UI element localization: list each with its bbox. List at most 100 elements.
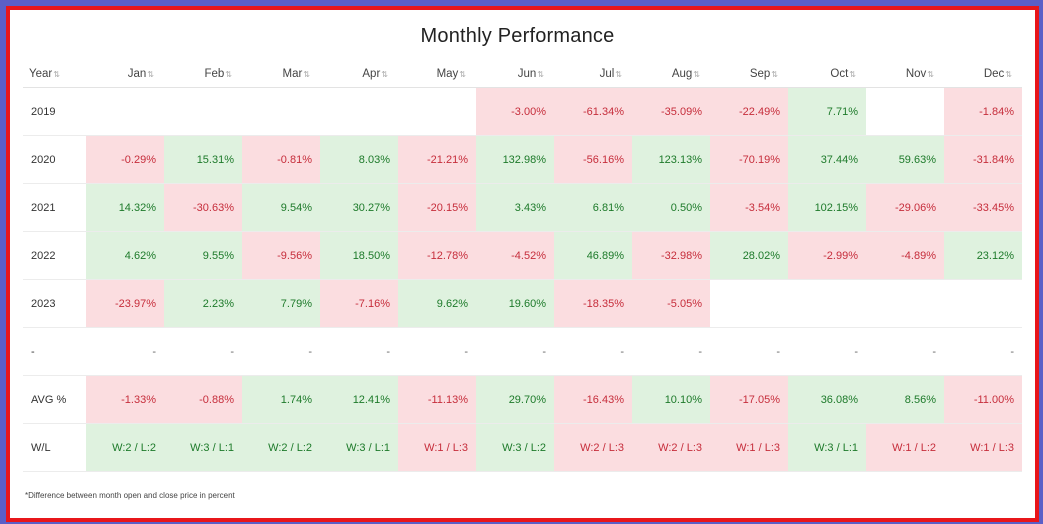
row-label: W/L bbox=[23, 423, 86, 472]
table-cell: -2.99% bbox=[788, 231, 866, 280]
column-header-label: Jun bbox=[517, 68, 537, 80]
sort-icon[interactable]: ⇅ bbox=[537, 70, 544, 79]
sort-icon[interactable]: ⇅ bbox=[459, 70, 466, 79]
row-label: 2019 bbox=[23, 87, 86, 136]
row-label: 2023 bbox=[23, 279, 86, 328]
column-header-nov[interactable]: Nov⇅ bbox=[866, 61, 944, 88]
table-cell: W:2 / L:3 bbox=[632, 423, 710, 472]
table-cell: 4.62% bbox=[86, 231, 164, 280]
sort-icon[interactable]: ⇅ bbox=[225, 70, 232, 79]
table-cell: 36.08% bbox=[788, 375, 866, 424]
column-header-apr[interactable]: Apr⇅ bbox=[320, 61, 398, 88]
table-cell: -70.19% bbox=[710, 135, 788, 184]
table-cell: W:3 / L:2 bbox=[476, 423, 554, 472]
sort-icon[interactable]: ⇅ bbox=[53, 70, 60, 79]
table-cell: -0.29% bbox=[86, 135, 164, 184]
column-header-sep[interactable]: Sep⇅ bbox=[710, 61, 788, 88]
table-row: 2022 4.62% 9.55% -9.56% 18.50% -12.78% -4.52% 4… bbox=[23, 231, 1022, 280]
table-cell: - bbox=[944, 327, 1022, 376]
row-label: 2020 bbox=[23, 135, 86, 184]
table-cell: 19.60% bbox=[476, 279, 554, 328]
table-cell: W:2 / L:3 bbox=[554, 423, 632, 472]
table-cell: -16.43% bbox=[554, 375, 632, 424]
table-cell: -5.05% bbox=[632, 279, 710, 328]
table-cell: -22.49% bbox=[710, 87, 788, 136]
table-cell: 46.89% bbox=[554, 231, 632, 280]
table-cell bbox=[242, 87, 320, 136]
table-cell: 8.03% bbox=[320, 135, 398, 184]
column-header-label: Sep bbox=[749, 68, 771, 80]
sort-icon[interactable]: ⇅ bbox=[147, 70, 154, 79]
sort-icon[interactable]: ⇅ bbox=[303, 70, 310, 79]
sort-icon[interactable]: ⇅ bbox=[381, 70, 388, 79]
table-cell: -1.84% bbox=[944, 87, 1022, 136]
table-cell: -35.09% bbox=[632, 87, 710, 136]
table-cell: 30.27% bbox=[320, 183, 398, 232]
column-header-jul[interactable]: Jul⇅ bbox=[554, 61, 632, 88]
column-header-label: Oct bbox=[830, 68, 849, 80]
table-cell: - bbox=[710, 327, 788, 376]
table-cell: -31.84% bbox=[944, 135, 1022, 184]
column-header-label: Aug bbox=[671, 68, 693, 80]
table-cell bbox=[86, 87, 164, 136]
table-cell: W:1 / L:3 bbox=[398, 423, 476, 472]
column-header-label: May bbox=[436, 68, 459, 80]
sort-icon[interactable]: ⇅ bbox=[615, 70, 622, 79]
table-cell: -1.33% bbox=[86, 375, 164, 424]
table-cell bbox=[164, 87, 242, 136]
column-header-aug[interactable]: Aug⇅ bbox=[632, 61, 710, 88]
row-label: 2022 bbox=[23, 231, 86, 280]
table-cell: 37.44% bbox=[788, 135, 866, 184]
table-cell: -4.52% bbox=[476, 231, 554, 280]
table-cell: - bbox=[320, 327, 398, 376]
table-cell: - bbox=[554, 327, 632, 376]
column-header-label: Apr bbox=[362, 68, 381, 80]
table-cell: -7.16% bbox=[320, 279, 398, 328]
table-cell: 10.10% bbox=[632, 375, 710, 424]
sort-icon[interactable]: ⇅ bbox=[693, 70, 700, 79]
table-cell: -30.63% bbox=[164, 183, 242, 232]
table-cell bbox=[944, 279, 1022, 328]
sort-icon[interactable]: ⇅ bbox=[771, 70, 778, 79]
column-header-mar[interactable]: Mar⇅ bbox=[242, 61, 320, 88]
column-header-oct[interactable]: Oct⇅ bbox=[788, 61, 866, 88]
table-cell: - bbox=[86, 327, 164, 376]
table-cell: W:3 / L:1 bbox=[164, 423, 242, 472]
column-header-label: Mar bbox=[282, 68, 303, 80]
table-cell: - bbox=[866, 327, 944, 376]
table-cell: 59.63% bbox=[866, 135, 944, 184]
table-cell: 2.23% bbox=[164, 279, 242, 328]
table-cell: 14.32% bbox=[86, 183, 164, 232]
column-header-dec[interactable]: Dec⇅ bbox=[944, 61, 1022, 88]
table-cell: 28.02% bbox=[710, 231, 788, 280]
sort-icon[interactable]: ⇅ bbox=[1005, 70, 1012, 79]
table-cell: -33.45% bbox=[944, 183, 1022, 232]
table-cell: -3.00% bbox=[476, 87, 554, 136]
table-row: 2023 -23.97% 2.23% 7.79% -7.16% 9.62% 19.60% -1… bbox=[23, 279, 1022, 328]
table-cell: 23.12% bbox=[944, 231, 1022, 280]
sort-icon[interactable]: ⇅ bbox=[849, 70, 856, 79]
sort-icon[interactable]: ⇅ bbox=[927, 70, 934, 79]
table-cell: -18.35% bbox=[554, 279, 632, 328]
table-cell: -56.16% bbox=[554, 135, 632, 184]
column-header-label: Nov bbox=[905, 68, 927, 80]
column-header-may[interactable]: May⇅ bbox=[398, 61, 476, 88]
table-cell: W:3 / L:1 bbox=[788, 423, 866, 472]
table-cell: 1.74% bbox=[242, 375, 320, 424]
table-cell: -0.81% bbox=[242, 135, 320, 184]
column-header-jan[interactable]: Jan⇅ bbox=[86, 61, 164, 88]
table-cell: W:1 / L:3 bbox=[944, 423, 1022, 472]
column-header-jun[interactable]: Jun⇅ bbox=[476, 61, 554, 88]
column-header-feb[interactable]: Feb⇅ bbox=[164, 61, 242, 88]
table-cell: 102.15% bbox=[788, 183, 866, 232]
table-cell: -11.00% bbox=[944, 375, 1022, 424]
table-row: 2020 -0.29% 15.31% -0.81% 8.03% -21.21% 132.98… bbox=[23, 135, 1022, 184]
column-header-label: Jan bbox=[127, 68, 147, 80]
column-header-year[interactable]: Year⇅ bbox=[23, 61, 86, 88]
table-cell: W:2 / L:2 bbox=[86, 423, 164, 472]
table-cell bbox=[866, 279, 944, 328]
table-cell: -9.56% bbox=[242, 231, 320, 280]
table-cell: W:3 / L:1 bbox=[320, 423, 398, 472]
table-row: 2021 14.32% -30.63% 9.54% 30.27% -20.15% 3.43%… bbox=[23, 183, 1022, 232]
table-cell: 3.43% bbox=[476, 183, 554, 232]
